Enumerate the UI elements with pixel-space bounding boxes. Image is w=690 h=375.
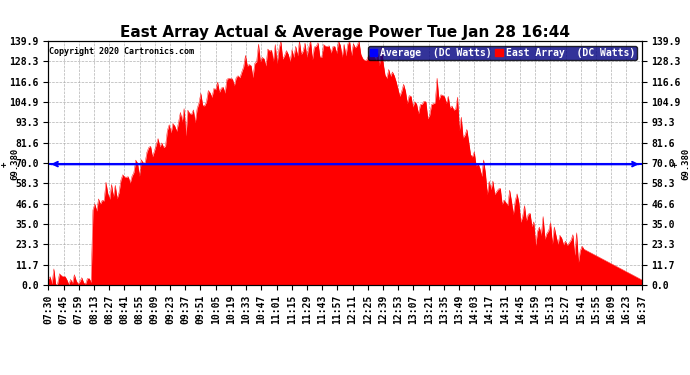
Text: +
69.380: + 69.380 bbox=[671, 148, 690, 180]
Title: East Array Actual & Average Power Tue Jan 28 16:44: East Array Actual & Average Power Tue Ja… bbox=[120, 25, 570, 40]
Text: Copyright 2020 Cartronics.com: Copyright 2020 Cartronics.com bbox=[50, 47, 195, 56]
Text: +
69.380: + 69.380 bbox=[0, 148, 19, 180]
Legend: Average  (DC Watts), East Array  (DC Watts): Average (DC Watts), East Array (DC Watts… bbox=[368, 46, 637, 60]
